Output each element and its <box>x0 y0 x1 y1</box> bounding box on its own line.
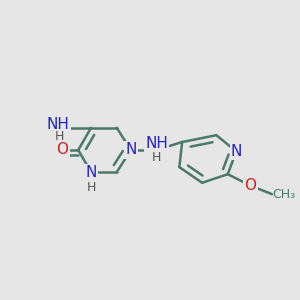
Text: NH: NH <box>145 136 168 151</box>
Text: H: H <box>86 181 96 194</box>
Text: O: O <box>57 142 69 158</box>
Text: H: H <box>152 151 161 164</box>
Text: CH₃: CH₃ <box>272 188 295 201</box>
Text: N: N <box>125 142 136 158</box>
Text: H: H <box>55 130 64 143</box>
Text: N: N <box>231 144 242 159</box>
Text: N: N <box>85 165 97 180</box>
Text: NH: NH <box>47 117 70 132</box>
Text: O: O <box>244 178 256 193</box>
